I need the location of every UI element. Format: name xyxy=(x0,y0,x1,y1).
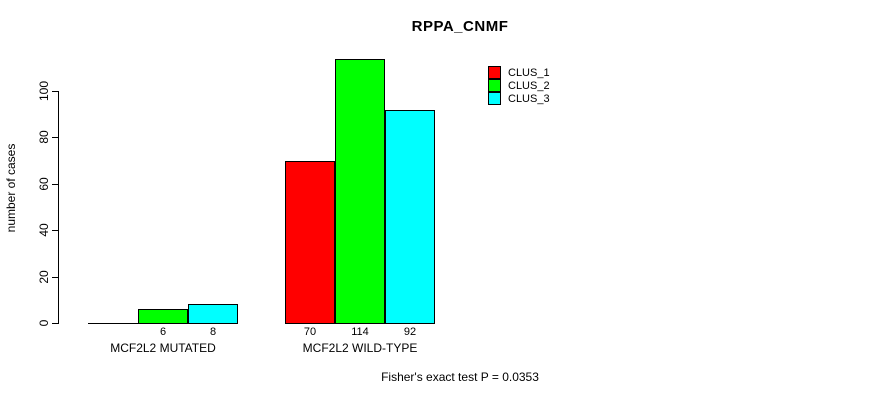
bar-value-label: 114 xyxy=(351,326,369,338)
y-axis-tick-label: 60 xyxy=(37,177,51,191)
y-axis-tick xyxy=(52,323,58,324)
bar-value-label: 92 xyxy=(403,326,417,338)
bar-clus_1-wild-type xyxy=(285,161,335,324)
group-label: MCF2L2 MUTATED xyxy=(110,341,216,355)
clus_1-swatch xyxy=(488,66,501,79)
y-axis-tick-label: 100 xyxy=(37,80,51,102)
group-label: MCF2L2 WILD-TYPE xyxy=(302,341,418,355)
y-axis-label: number of cases xyxy=(4,143,18,233)
y-axis-tick-label: 40 xyxy=(37,223,51,237)
bar-clus_2-wild-type xyxy=(335,59,385,324)
clus_2-swatch xyxy=(488,79,501,92)
legend: CLUS_1 CLUS_2 CLUS_3 xyxy=(488,66,550,105)
legend-label: CLUS_3 xyxy=(508,92,550,105)
bar-clus_3-mutated xyxy=(188,304,238,324)
y-axis-line xyxy=(58,91,59,324)
y-axis-tick-label: 20 xyxy=(37,270,51,284)
bar-clus_2-mutated xyxy=(138,309,188,324)
y-axis-tick xyxy=(52,184,58,185)
legend-label: CLUS_2 xyxy=(508,79,550,92)
legend-item: CLUS_2 xyxy=(488,79,550,92)
legend-item: CLUS_1 xyxy=(488,66,550,79)
y-axis-tick xyxy=(52,91,58,92)
legend-item: CLUS_3 xyxy=(488,92,550,105)
bar-value-label: 6 xyxy=(159,326,167,338)
y-axis-tick xyxy=(52,277,58,278)
legend-label: CLUS_1 xyxy=(508,66,550,79)
clus_3-swatch xyxy=(488,92,501,105)
annotation-text: Fisher's exact test P = 0.0353 xyxy=(381,370,539,384)
y-axis-tick-label: 80 xyxy=(37,130,51,144)
bar-value-label: 8 xyxy=(209,326,217,338)
y-axis-tick-label: 0 xyxy=(37,319,51,327)
bar-clus_3-wild-type xyxy=(385,110,435,324)
y-axis-tick xyxy=(52,230,58,231)
chart-title: RPPA_CNMF xyxy=(411,18,509,35)
bar-value-label: 70 xyxy=(303,326,317,338)
y-axis-tick xyxy=(52,137,58,138)
